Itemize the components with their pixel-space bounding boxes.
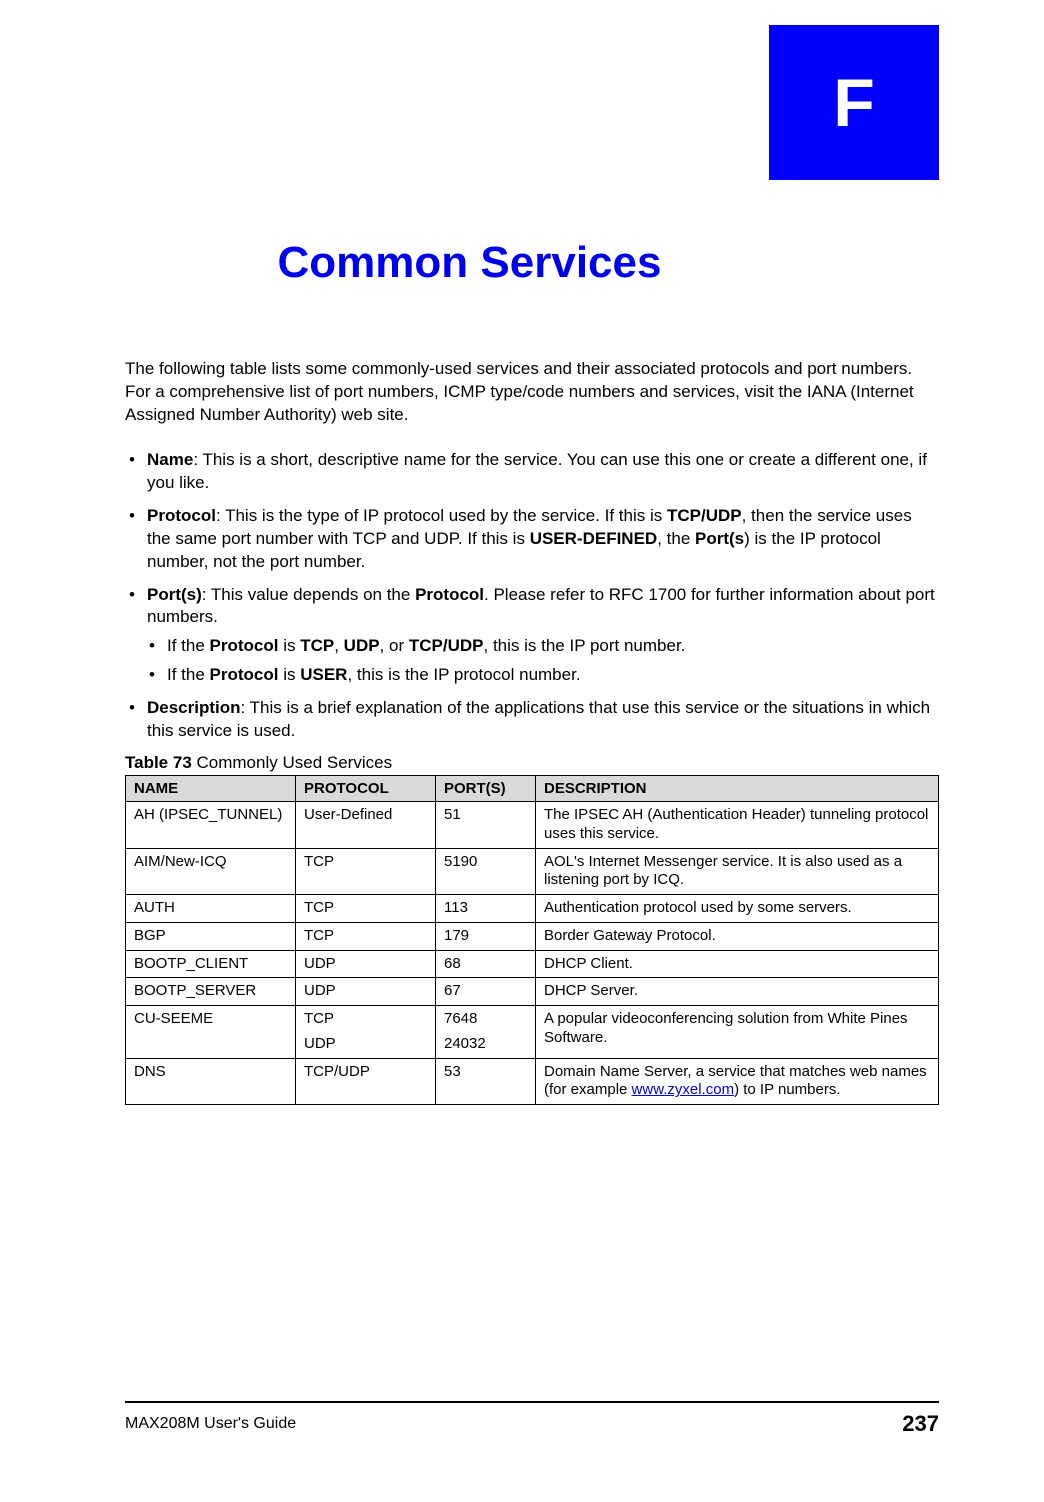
- cell-port: 113: [436, 895, 536, 923]
- bullet-protocol-p1: : This is the type of IP protocol used b…: [216, 506, 667, 525]
- ports-sublist: If the Protocol is TCP, UDP, or TCP/UDP,…: [147, 635, 939, 687]
- cell-name: BOOTP_SERVER: [126, 978, 296, 1006]
- table-row: BOOTP_CLIENT UDP 68 DHCP Client.: [126, 950, 939, 978]
- bullet-protocol-b3: Port(s: [695, 529, 744, 548]
- cell-port: 7648 24032: [436, 1006, 536, 1059]
- services-table: NAME PROTOCOL PORT(S) DESCRIPTION AH (IP…: [125, 775, 939, 1105]
- chapter-title: Common Services: [0, 238, 939, 288]
- table-row: AH (IPSEC_TUNNEL) User-Defined 51 The IP…: [126, 802, 939, 849]
- ports-sub1-b3: UDP: [344, 636, 380, 655]
- cell-name: AUTH: [126, 895, 296, 923]
- ports-sub1-b4: TCP/UDP: [409, 636, 484, 655]
- cell-name: AH (IPSEC_TUNNEL): [126, 802, 296, 849]
- ports-sub2-p1: If the: [167, 665, 210, 684]
- term-description: Description: [147, 698, 241, 717]
- link-zyxel[interactable]: www.zyxel.com: [632, 1081, 735, 1098]
- bullet-name-text: : This is a short, descriptive name for …: [147, 450, 927, 492]
- footer-guide-name: MAX208M User's Guide: [125, 1415, 296, 1433]
- term-protocol: Protocol: [147, 506, 216, 525]
- ports-sub1-b2: TCP: [300, 636, 334, 655]
- table-header-row: NAME PROTOCOL PORT(S) DESCRIPTION: [126, 776, 939, 802]
- cell-protocol: TCP: [296, 922, 436, 950]
- col-header-protocol: PROTOCOL: [296, 776, 436, 802]
- ports-sub2-b2: USER: [300, 665, 347, 684]
- col-header-port: PORT(S): [436, 776, 536, 802]
- cell-description-post: ) to IP numbers.: [734, 1081, 840, 1098]
- col-header-name: NAME: [126, 776, 296, 802]
- term-ports: Port(s): [147, 585, 202, 604]
- cell-protocol: TCP UDP: [296, 1006, 436, 1059]
- intro-paragraph: The following table lists some commonly-…: [125, 358, 939, 427]
- ports-sub1: If the Protocol is TCP, UDP, or TCP/UDP,…: [147, 635, 939, 658]
- cell-port: 179: [436, 922, 536, 950]
- cell-name: CU-SEEME: [126, 1006, 296, 1059]
- ports-sub2: If the Protocol is USER, this is the IP …: [147, 664, 939, 687]
- bullet-ports: Port(s): This value depends on the Proto…: [125, 584, 939, 688]
- cell-port: 51: [436, 802, 536, 849]
- cell-name: BOOTP_CLIENT: [126, 950, 296, 978]
- cell-protocol-line1: TCP: [304, 1010, 427, 1029]
- cell-name: BGP: [126, 922, 296, 950]
- table-row: BGP TCP 179 Border Gateway Protocol.: [126, 922, 939, 950]
- cell-protocol: TCP/UDP: [296, 1058, 436, 1105]
- ports-sub1-p4: , or: [380, 636, 409, 655]
- table-row: CU-SEEME TCP UDP 7648 24032 A popular vi…: [126, 1006, 939, 1059]
- bullet-ports-b1: Protocol: [415, 585, 484, 604]
- ports-sub2-p3: , this is the IP protocol number.: [347, 665, 580, 684]
- bullet-description: Description: This is a brief explanation…: [125, 697, 939, 743]
- cell-description: Domain Name Server, a service that match…: [536, 1058, 939, 1105]
- cell-port: 67: [436, 978, 536, 1006]
- bullet-name: Name: This is a short, descriptive name …: [125, 449, 939, 495]
- bullet-protocol-b2: USER-DEFINED: [530, 529, 658, 548]
- bullet-protocol-p3: , the: [657, 529, 695, 548]
- cell-protocol: TCP: [296, 895, 436, 923]
- cell-protocol-line2: UDP: [304, 1035, 427, 1054]
- cell-name: DNS: [126, 1058, 296, 1105]
- content-area: The following table lists some commonly-…: [125, 358, 939, 1105]
- col-header-description: DESCRIPTION: [536, 776, 939, 802]
- cell-description: AOL's Internet Messenger service. It is …: [536, 848, 939, 895]
- cell-protocol: TCP: [296, 848, 436, 895]
- ports-sub1-p5: , this is the IP port number.: [484, 636, 686, 655]
- appendix-letter: F: [833, 64, 875, 142]
- cell-port-line2: 24032: [444, 1035, 527, 1054]
- cell-port-line1: 7648: [444, 1010, 527, 1029]
- footer-page-number: 237: [902, 1411, 939, 1437]
- table-row: DNS TCP/UDP 53 Domain Name Server, a ser…: [126, 1058, 939, 1105]
- cell-description: Authentication protocol used by some ser…: [536, 895, 939, 923]
- table-row: AUTH TCP 113 Authentication protocol use…: [126, 895, 939, 923]
- cell-description: Border Gateway Protocol.: [536, 922, 939, 950]
- cell-name: AIM/New-ICQ: [126, 848, 296, 895]
- bullet-description-text: : This is a brief explanation of the app…: [147, 698, 930, 740]
- appendix-tab: F: [769, 25, 939, 180]
- cell-description: DHCP Client.: [536, 950, 939, 978]
- document-page: F Common Services The following table li…: [0, 0, 1044, 1502]
- cell-port: 53: [436, 1058, 536, 1105]
- cell-description: A popular videoconferencing solution fro…: [536, 1006, 939, 1059]
- ports-sub1-p2: is: [278, 636, 300, 655]
- cell-protocol: User-Defined: [296, 802, 436, 849]
- cell-description: DHCP Server.: [536, 978, 939, 1006]
- table-caption: Table 73 Commonly Used Services: [125, 753, 939, 773]
- table-row: BOOTP_SERVER UDP 67 DHCP Server.: [126, 978, 939, 1006]
- bullet-protocol: Protocol: This is the type of IP protoco…: [125, 505, 939, 574]
- cell-description: The IPSEC AH (Authentication Header) tun…: [536, 802, 939, 849]
- ports-sub1-p3: ,: [334, 636, 343, 655]
- term-name: Name: [147, 450, 193, 469]
- table-row: AIM/New-ICQ TCP 5190 AOL's Internet Mess…: [126, 848, 939, 895]
- bullet-ports-p1: : This value depends on the: [202, 585, 415, 604]
- page-footer: MAX208M User's Guide 237: [125, 1401, 939, 1437]
- ports-sub1-p1: If the: [167, 636, 210, 655]
- table-caption-prefix: Table 73: [125, 753, 192, 772]
- definitions-list: Name: This is a short, descriptive name …: [125, 449, 939, 743]
- bullet-protocol-b1: TCP/UDP: [667, 506, 742, 525]
- cell-port: 68: [436, 950, 536, 978]
- table-caption-rest: Commonly Used Services: [192, 753, 392, 772]
- ports-sub2-p2: is: [278, 665, 300, 684]
- ports-sub1-b1: Protocol: [210, 636, 279, 655]
- cell-port: 5190: [436, 848, 536, 895]
- cell-protocol: UDP: [296, 950, 436, 978]
- ports-sub2-b1: Protocol: [210, 665, 279, 684]
- cell-protocol: UDP: [296, 978, 436, 1006]
